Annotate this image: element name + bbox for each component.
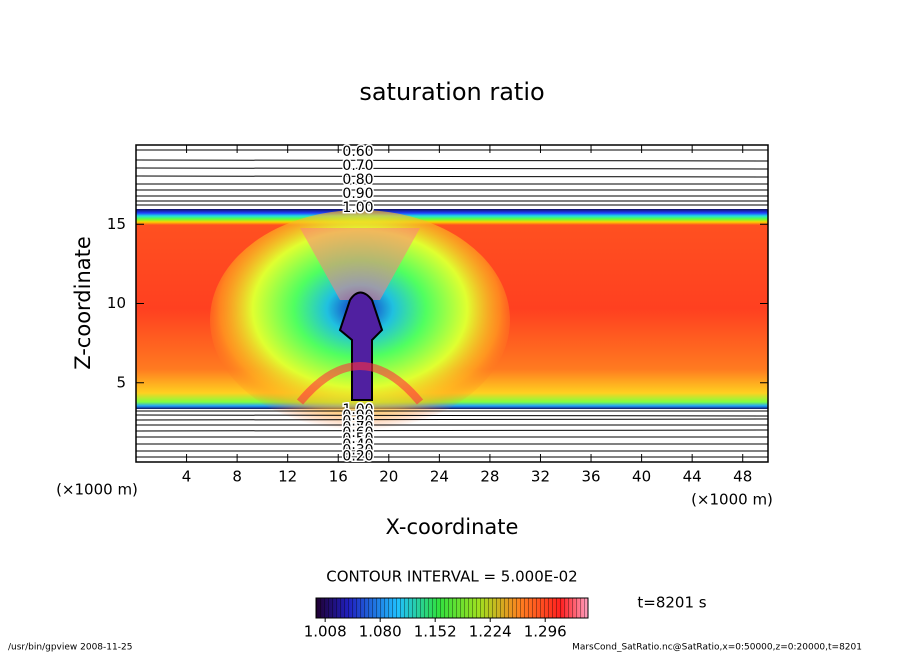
contour-label: 0.40 — [342, 437, 373, 453]
colorbar-tick-label: 1.296 — [524, 623, 567, 641]
contour-label: 0.70 — [342, 419, 373, 435]
x-tick-label: 44 — [683, 468, 702, 486]
colorbar-frame — [315, 597, 589, 619]
x-tick-label: 4 — [182, 468, 192, 486]
y-axis-label: Z-coordinate — [71, 236, 95, 370]
y-tick-label: 15 — [107, 215, 126, 233]
contour-label: 0.60 — [342, 144, 373, 160]
contour-interval: CONTOUR INTERVAL = 5.000E-02 — [326, 568, 577, 586]
contour-lines — [136, 149, 768, 458]
x-tick-label: 36 — [581, 468, 600, 486]
x-tick-label: 16 — [329, 468, 348, 486]
contour-label: 0.70 — [342, 158, 373, 174]
y-tick-label: 10 — [107, 294, 126, 312]
y-unit: (×1000 m) — [56, 481, 138, 499]
contour-label: 0.80 — [342, 414, 373, 430]
contour-label: 0.90 — [342, 186, 373, 202]
contour-label: 0.80 — [342, 172, 373, 188]
colorbar-tick-label: 1.152 — [414, 623, 457, 641]
colorbar-tick-label: 1.008 — [304, 623, 347, 641]
y-tick-label: 5 — [116, 373, 126, 391]
x-axis-label: X-coordinate — [386, 515, 519, 539]
footer-left: /usr/bin/gpview 2008-11-25 — [8, 643, 132, 653]
x-tick-label: 8 — [232, 468, 242, 486]
x-tick-label: 32 — [531, 468, 550, 486]
contour-label: 0.90 — [342, 408, 373, 424]
colorbar-tick-label: 1.080 — [359, 623, 402, 641]
x-tick-label: 40 — [632, 468, 651, 486]
footer-right: MarsCond_SatRatio.nc@SatRatio,x=0:50000,… — [572, 643, 862, 653]
field-base — [296, 362, 424, 405]
contour-label: 0.60 — [342, 425, 373, 441]
time-label: t=8201 s — [637, 594, 706, 612]
field-plume — [338, 291, 384, 401]
x-unit: (×1000 m) — [691, 491, 773, 509]
contour-label: 0.20 — [342, 448, 373, 464]
contour-label: 0.50 — [342, 431, 373, 447]
contour-label: 1.00 — [342, 402, 373, 418]
x-tick-label: 12 — [278, 468, 297, 486]
contour-label: 0.30 — [342, 443, 373, 459]
contour-label: 1.00 — [342, 200, 373, 216]
field-cap — [300, 228, 420, 300]
field — [136, 149, 768, 458]
colorbar-tick-label: 1.224 — [469, 623, 512, 641]
x-tick-label: 20 — [379, 468, 398, 486]
x-tick-label: 48 — [733, 468, 752, 486]
x-tick-label: 28 — [480, 468, 499, 486]
x-tick-label: 24 — [430, 468, 449, 486]
chart-title: saturation ratio — [359, 78, 544, 106]
